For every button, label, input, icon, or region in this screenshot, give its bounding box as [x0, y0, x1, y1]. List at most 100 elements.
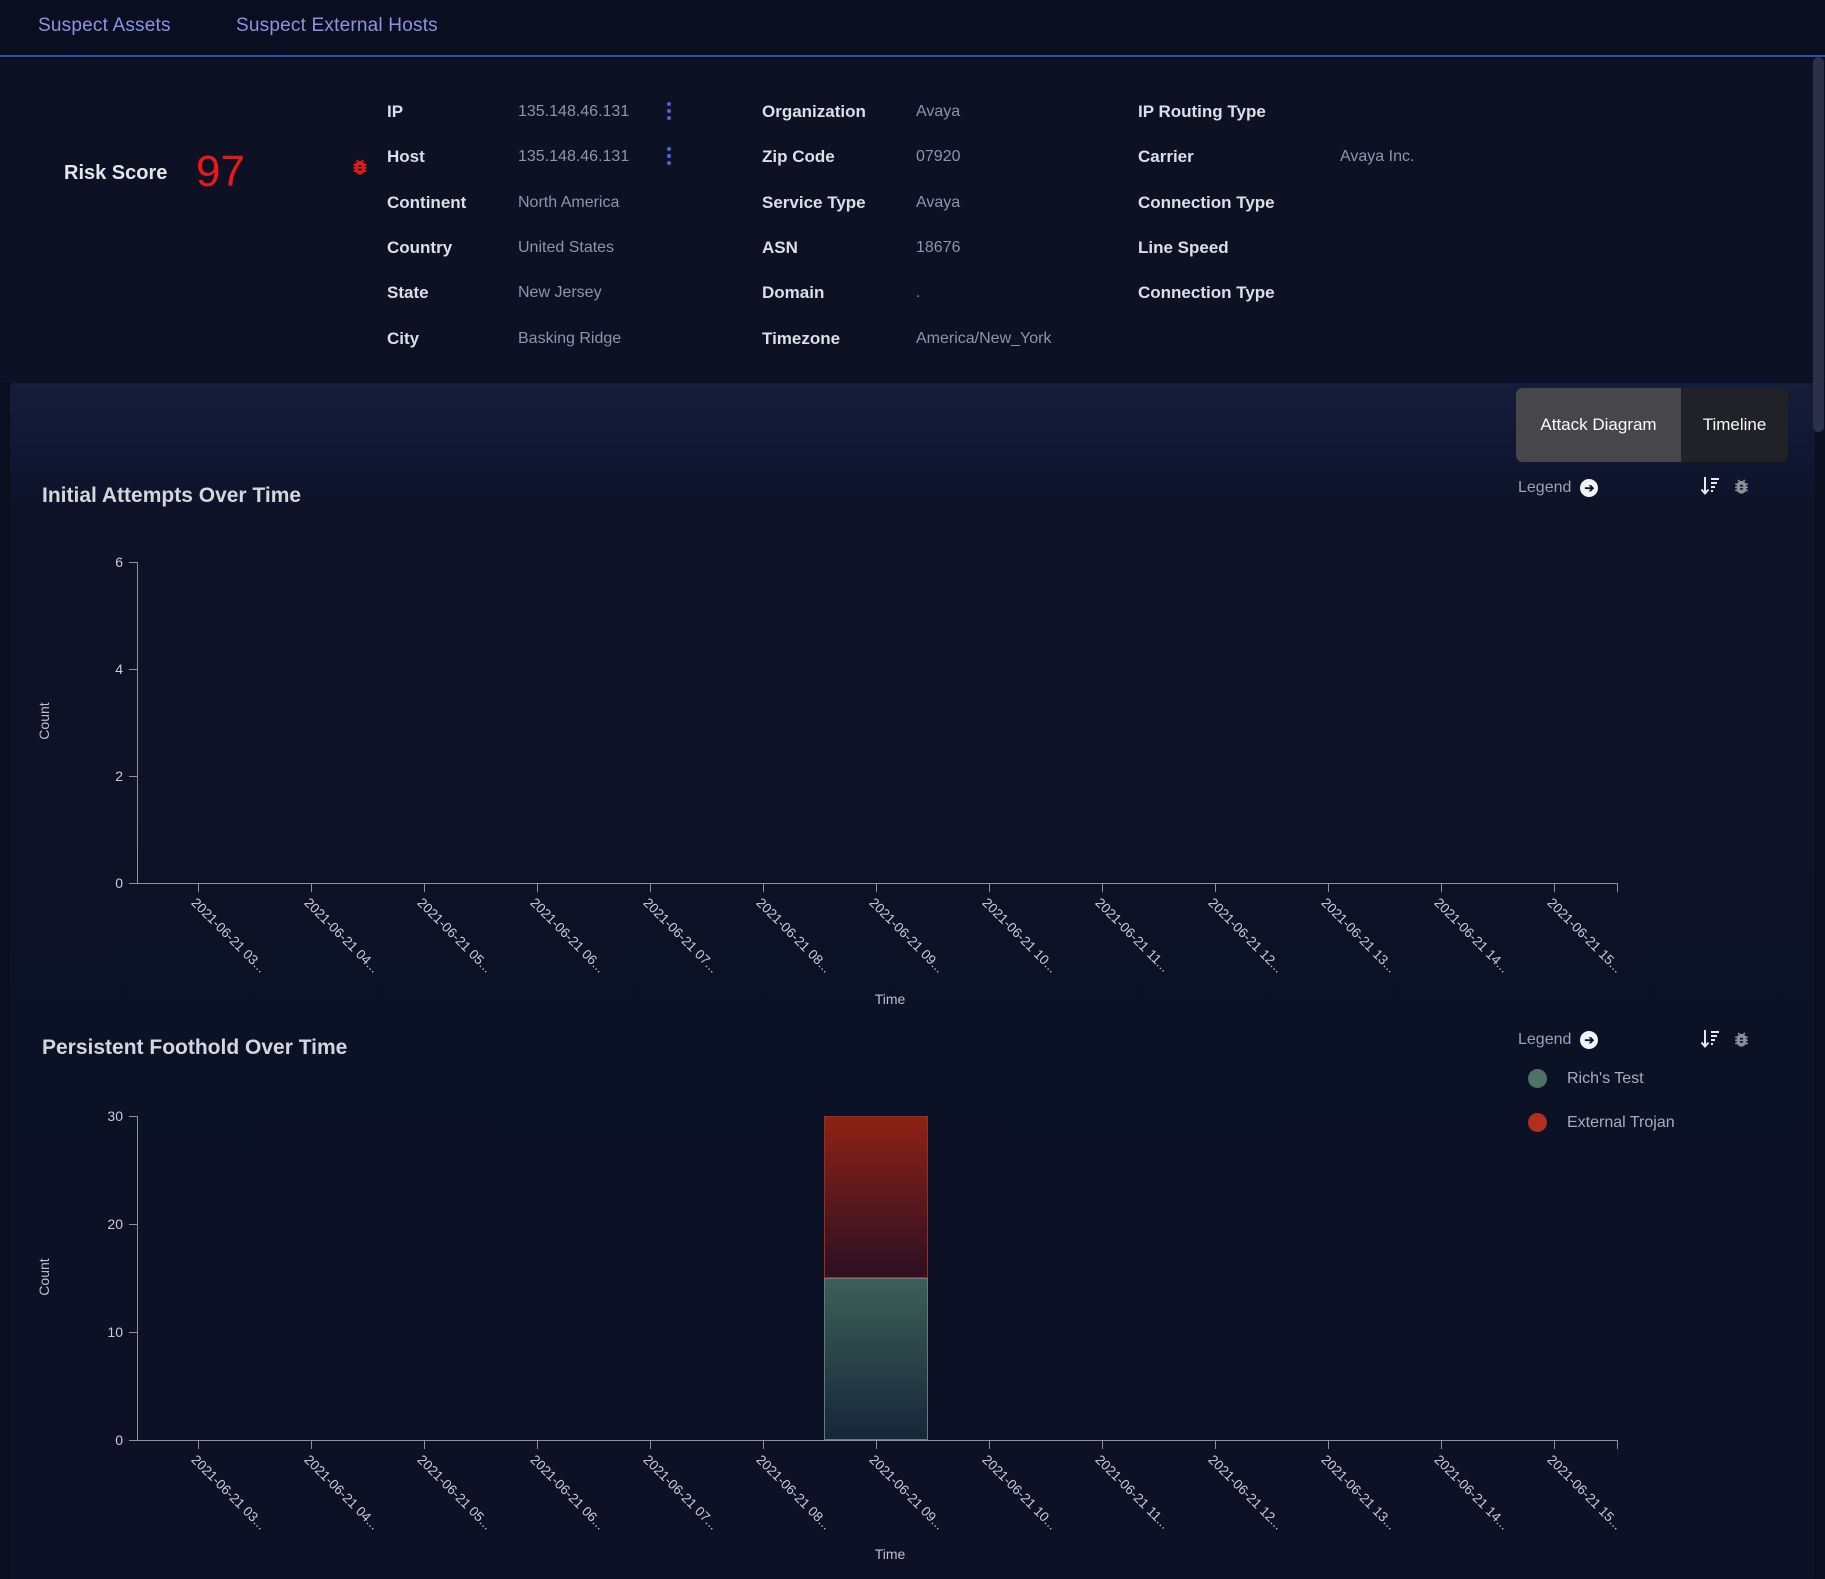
- legend-item-external-trojan[interactable]: External Trojan: [1528, 1113, 1675, 1132]
- detail-value: 135.148.46.131: [518, 148, 630, 165]
- y-tick-label: 10: [107, 1324, 123, 1340]
- detail-value: Avaya: [916, 103, 961, 120]
- debug-bug-icon[interactable]: [1732, 1030, 1751, 1054]
- y-axis-label-chart2: Count: [36, 1258, 52, 1296]
- x-tick: [537, 1441, 538, 1449]
- x-tick: [989, 884, 990, 892]
- tab-suspect-external-hosts[interactable]: Suspect External Hosts: [236, 15, 438, 36]
- legend-item-richs-test[interactable]: Rich's Test: [1528, 1069, 1644, 1088]
- toggle-timeline-button[interactable]: Timeline: [1681, 388, 1788, 462]
- detail-label-ip-routing-type: IP Routing Type: [1138, 102, 1266, 121]
- x-tick: [1215, 884, 1216, 892]
- x-tick: [198, 884, 199, 892]
- y-tick-label: 20: [107, 1216, 123, 1232]
- y-tick-label: 4: [115, 661, 123, 677]
- y-tick-label: 30: [107, 1108, 123, 1124]
- tab-suspect-assets[interactable]: Suspect Assets: [38, 15, 171, 36]
- view-toggle: Attack Diagram Timeline: [1516, 388, 1788, 462]
- detail-label-service-type: Service Type: [762, 193, 866, 212]
- detail-value: North America: [518, 194, 620, 211]
- x-tick: [311, 1441, 312, 1449]
- y-tick: [129, 883, 137, 884]
- y-tick-label: 6: [115, 554, 123, 570]
- x-tick: [424, 1441, 425, 1449]
- sort-descending-icon[interactable]: [1699, 1027, 1721, 1056]
- x-axis-label-chart1: Time: [874, 991, 906, 1007]
- legend-item-label: Rich's Test: [1567, 1069, 1644, 1087]
- host-info-section: Risk Score 97 IP 135.148.46.131 Host 135.14…: [0, 59, 1825, 383]
- x-tick: [537, 884, 538, 892]
- x-tick: [1328, 1441, 1329, 1449]
- legend-toggle-chart1[interactable]: Legend ➔: [1518, 479, 1599, 497]
- detail-value: Avaya: [916, 194, 961, 211]
- y-tick: [129, 1224, 137, 1225]
- risk-score-value: 97: [196, 147, 245, 196]
- detail-label-carrier: Carrier: [1138, 147, 1194, 166]
- chart-title-persistent-foothold: Persistent Foothold Over Time: [42, 1036, 348, 1059]
- detail-label-line-speed: Line Speed: [1138, 238, 1229, 257]
- detail-value: 135.148.46.131: [518, 103, 630, 120]
- x-axis: [137, 1440, 1618, 1441]
- x-tick: [1102, 884, 1103, 892]
- detail-label-city: City: [387, 329, 420, 348]
- sort-descending-icon[interactable]: [1699, 474, 1721, 503]
- y-tick: [129, 562, 137, 563]
- legend-label: Legend: [1518, 479, 1572, 496]
- bar-segment-rich-s-test[interactable]: [824, 1278, 928, 1440]
- x-axis-end-tick: [1617, 1441, 1618, 1449]
- row-menu-kebab-icon[interactable]: [662, 100, 676, 122]
- x-tick: [650, 884, 651, 892]
- detail-label-connection-type: Connection Type: [1138, 193, 1275, 212]
- x-tick: [1554, 1441, 1555, 1449]
- x-axis-label-chart2: Time: [874, 1546, 906, 1562]
- y-tick: [129, 1116, 137, 1117]
- bar-segment-external-trojan[interactable]: [824, 1116, 928, 1278]
- x-tick: [1441, 1441, 1442, 1449]
- detail-label-state: State: [387, 283, 429, 302]
- x-tick: [198, 1441, 199, 1449]
- detail-label-asn: ASN: [762, 238, 798, 257]
- row-menu-kebab-icon[interactable]: [662, 145, 676, 167]
- y-tick: [129, 1332, 137, 1333]
- legend-dot-richs-test: [1528, 1069, 1547, 1088]
- x-axis: [137, 883, 1618, 884]
- legend-dot-external-trojan: [1528, 1113, 1547, 1132]
- malware-bug-icon: [350, 157, 370, 177]
- legend-label: Legend: [1518, 1031, 1572, 1048]
- x-tick: [876, 1441, 877, 1449]
- legend-item-label: External Trojan: [1567, 1113, 1675, 1131]
- scrollbar-thumb[interactable]: [1813, 57, 1824, 432]
- detail-value: 07920: [916, 148, 961, 165]
- detail-value: Avaya Inc.: [1340, 148, 1415, 165]
- chart-title-initial-attempts: Initial Attempts Over Time: [42, 484, 302, 507]
- legend-expand-arrow-icon: ➔: [1580, 479, 1599, 497]
- y-tick-label: 0: [115, 875, 123, 891]
- top-tab-bar: Suspect Assets Suspect External Hosts: [0, 0, 1825, 57]
- legend-toggle-chart2[interactable]: Legend ➔: [1518, 1031, 1599, 1049]
- detail-label-timezone: Timezone: [762, 329, 841, 348]
- detail-label-continent: Continent: [387, 193, 467, 212]
- y-axis: [137, 1116, 138, 1441]
- detail-label-host: Host: [387, 147, 425, 166]
- y-tick-label: 2: [115, 768, 123, 784]
- x-tick: [763, 884, 764, 892]
- detail-label-country: Country: [387, 238, 453, 257]
- detail-label-connection-type: Connection Type: [1138, 283, 1275, 302]
- detail-value: .: [916, 284, 921, 301]
- y-tick: [129, 1440, 137, 1441]
- detail-label-ip: IP: [387, 102, 404, 121]
- debug-bug-icon[interactable]: [1732, 477, 1751, 501]
- x-tick: [1215, 1441, 1216, 1449]
- detail-value: Basking Ridge: [518, 330, 622, 347]
- y-axis: [137, 562, 138, 884]
- x-tick: [1554, 884, 1555, 892]
- detail-value: 18676: [916, 239, 961, 256]
- x-tick: [1328, 884, 1329, 892]
- detail-label-organization: Organization: [762, 102, 866, 121]
- x-tick: [1102, 1441, 1103, 1449]
- toggle-attack-diagram-button[interactable]: Attack Diagram: [1516, 388, 1681, 462]
- y-tick: [129, 669, 137, 670]
- x-axis-end-tick: [1617, 884, 1618, 892]
- y-tick-label: 0: [115, 1432, 123, 1448]
